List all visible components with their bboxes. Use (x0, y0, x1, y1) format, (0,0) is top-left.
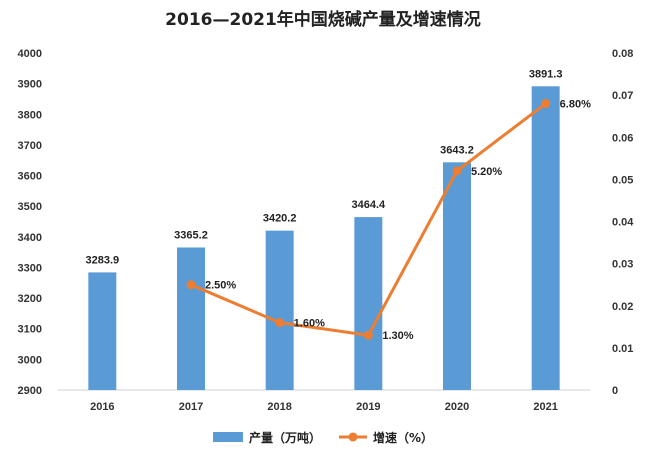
bar (531, 86, 560, 390)
left-tick-label: 3800 (18, 109, 42, 121)
bar (265, 230, 294, 390)
chart-title: 2016—2021年中国烧碱产量及增速情况 (165, 9, 481, 30)
bar (443, 162, 471, 390)
left-tick-label: 3400 (18, 232, 42, 244)
bar-value-label: 3891.3 (529, 68, 563, 80)
bar (354, 217, 383, 390)
right-tick-label: 0.05 (612, 174, 633, 186)
left-tick-label: 3900 (18, 79, 42, 91)
right-tick-label: 0.04 (612, 217, 634, 229)
line-point (541, 99, 551, 109)
left-tick-label: 3700 (18, 140, 42, 152)
bar-value-label: 3365.2 (174, 229, 208, 241)
right-tick-label: 0.02 (612, 301, 633, 313)
line-series: 2.50% 1.60% 1.30% 5.20% 6.80% (186, 99, 591, 342)
bar-value-label: 3420.2 (263, 213, 297, 225)
x-tick-label: 2018 (267, 401, 291, 413)
right-tick-label: 0.03 (612, 259, 633, 271)
legend-label-bar: 产量（万吨） (249, 430, 321, 445)
x-tick-label: 2020 (445, 401, 469, 413)
left-tick-label: 3600 (18, 171, 42, 183)
bar-value-label: 3643.2 (440, 144, 474, 156)
right-tick-label: 0 (612, 385, 618, 397)
legend-swatch-marker (348, 432, 358, 442)
right-tick-label: 0.06 (612, 132, 633, 144)
x-tick-label: 2016 (90, 401, 114, 413)
bar-series: 3283.9 3365.2 3420.2 3464.4 3643.2 3891.3 (86, 68, 563, 390)
right-tick-label: 0.08 (612, 48, 633, 60)
legend: 产量（万吨） 增速（%） (213, 430, 433, 445)
line-value-label: 1.30% (382, 330, 413, 342)
line-value-label: 1.60% (294, 318, 325, 330)
right-axis: 0 0.01 0.02 0.03 0.04 0.05 0.06 0.07 0.08 (612, 48, 634, 397)
bar-value-label: 3283.9 (86, 254, 120, 266)
left-tick-label: 3200 (18, 293, 42, 305)
x-tick-label: 2017 (179, 401, 203, 413)
left-tick-label: 3500 (18, 201, 42, 213)
left-tick-label: 2900 (18, 385, 42, 397)
left-tick-label: 3300 (18, 262, 42, 274)
bar (177, 247, 205, 390)
legend-label-line: 增速（%） (373, 430, 433, 445)
x-tick-label: 2019 (356, 401, 380, 413)
x-axis: 2016 2017 2018 2019 2020 2021 (58, 389, 590, 413)
x-tick-label: 2021 (533, 401, 557, 413)
bar (88, 272, 117, 390)
left-axis: 2900 3000 3100 3200 3300 3400 3500 3600 3700 3800… (18, 48, 42, 397)
right-tick-label: 0.07 (612, 90, 633, 102)
line-value-label: 6.80% (560, 99, 591, 111)
left-tick-label: 4000 (18, 48, 42, 60)
line-value-label: 2.50% (205, 280, 236, 292)
line-point (186, 280, 196, 290)
left-tick-label: 3100 (18, 324, 42, 336)
bar-value-label: 3464.4 (352, 199, 387, 211)
left-tick-label: 3000 (18, 354, 42, 366)
line-point (452, 166, 462, 176)
right-tick-label: 0.01 (612, 343, 633, 355)
legend-swatch-bar (213, 432, 243, 442)
line-value-label: 5.20% (471, 166, 502, 178)
line-point (275, 318, 285, 328)
line-point (363, 330, 373, 340)
